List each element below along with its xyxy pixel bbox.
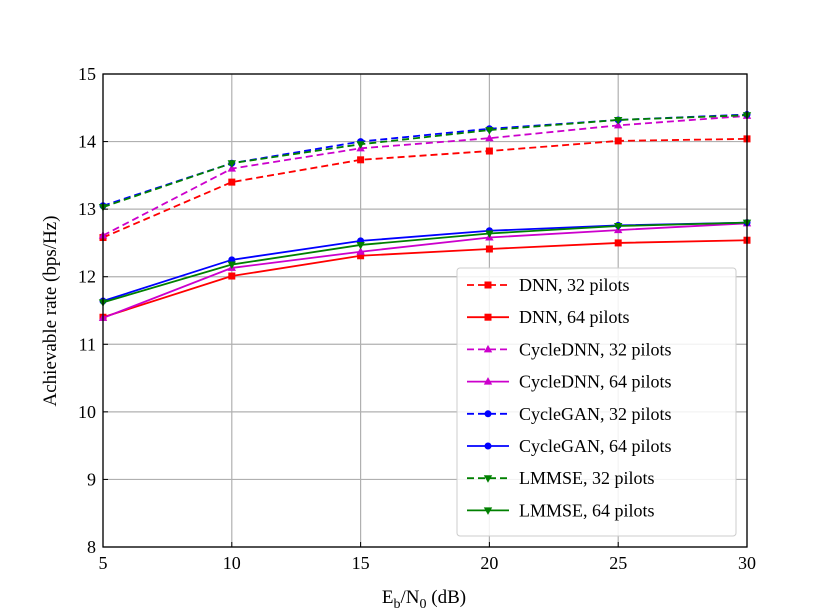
y-tick-label: 9	[87, 469, 96, 489]
legend: DNN, 32 pilots DNN, 64 pilots CycleDNN, 32…	[456, 267, 737, 537]
y-tick-label: 11	[79, 334, 96, 354]
x-tick-label: 5	[99, 553, 108, 573]
data-point	[614, 239, 622, 247]
x-axis-label-tail: (dB)	[427, 587, 467, 608]
data-point	[485, 230, 494, 238]
data-point	[357, 156, 365, 164]
x-axis-label-base: E	[382, 587, 394, 608]
series-line	[102, 221, 748, 304]
legend-marker	[483, 507, 493, 515]
series-7	[98, 219, 752, 307]
legend-marker	[484, 410, 492, 418]
x-tick-label: 15	[352, 553, 370, 573]
series-layer	[98, 111, 752, 321]
legend-entry: LMMSE, 64 pilots	[467, 500, 655, 520]
y-tick-label: 8	[87, 537, 96, 557]
legend-box	[456, 267, 737, 537]
series-line	[102, 137, 748, 239]
legend-marker	[483, 344, 493, 353]
data-point	[614, 120, 623, 129]
legend-marker	[484, 313, 492, 321]
x-tick-label: 25	[609, 553, 627, 573]
legend-entry: DNN, 32 pilots	[467, 275, 630, 295]
series-line	[102, 114, 748, 237]
legend-label: DNN, 32 pilots	[519, 275, 630, 295]
data-point	[485, 133, 494, 142]
series-6	[98, 112, 752, 212]
series-line	[102, 222, 748, 319]
x-axis-label-sub1: b	[394, 597, 401, 612]
y-tick-label: 15	[78, 64, 96, 84]
x-axis-label: Eb/N0 (dB)	[382, 587, 466, 612]
axis-ticks: 5 10 15 20 25 30 8 9 10 11 12 13 14 15	[78, 64, 756, 573]
legend-label: CycleGAN, 64 pilots	[519, 436, 672, 456]
legend-marker	[484, 281, 492, 289]
legend-marker	[483, 377, 493, 385]
legend-entry: CycleDNN, 64 pilots	[467, 372, 672, 392]
data-point	[227, 164, 236, 172]
y-tick-label: 13	[78, 199, 96, 219]
data-point	[485, 147, 493, 155]
series-line	[102, 239, 748, 319]
data-point	[614, 223, 623, 231]
data-point	[485, 127, 494, 135]
series-4	[99, 111, 751, 210]
legend-entry: CycleGAN, 32 pilots	[467, 404, 672, 424]
legend-label: LMMSE, 64 pilots	[519, 500, 655, 520]
data-point	[356, 141, 365, 149]
x-axis-label-mid: /N	[401, 587, 420, 608]
series-line	[102, 114, 748, 208]
x-tick-label: 10	[223, 553, 241, 573]
x-axis-label-sub2: 0	[420, 597, 427, 612]
y-axis-label: Achievable rate (bps/Hz)	[40, 216, 61, 407]
legend-label: DNN, 64 pilots	[519, 307, 630, 327]
y-tick-label: 10	[78, 402, 96, 422]
legend-entry: CycleGAN, 64 pilots	[467, 436, 672, 456]
legend-label: LMMSE, 32 pilots	[519, 468, 655, 488]
x-tick-label: 30	[738, 553, 756, 573]
y-tick-label: 14	[78, 132, 96, 152]
legend-entry: DNN, 64 pilots	[467, 307, 630, 327]
data-point	[228, 178, 236, 186]
data-point	[356, 241, 365, 250]
legend-label: CycleGAN, 32 pilots	[519, 404, 672, 424]
data-point	[356, 247, 365, 255]
data-point	[485, 245, 493, 253]
y-tick-label: 12	[78, 267, 96, 287]
data-point	[614, 116, 623, 125]
legend-entry: LMMSE, 32 pilots	[467, 468, 655, 488]
legend-label: CycleDNN, 64 pilots	[519, 372, 672, 392]
plot-frame	[102, 73, 748, 548]
legend-marker	[483, 475, 493, 483]
legend-entry: CycleDNN, 32 pilots	[467, 339, 672, 359]
legend-marker	[484, 442, 492, 450]
x-tick-label: 20	[480, 553, 498, 573]
series-line	[102, 113, 748, 207]
legend-label: CycleDNN, 32 pilots	[519, 339, 672, 359]
data-point	[227, 160, 236, 168]
data-point	[614, 137, 622, 145]
data-point	[357, 252, 365, 260]
data-point	[227, 261, 236, 270]
data-point	[228, 272, 236, 280]
